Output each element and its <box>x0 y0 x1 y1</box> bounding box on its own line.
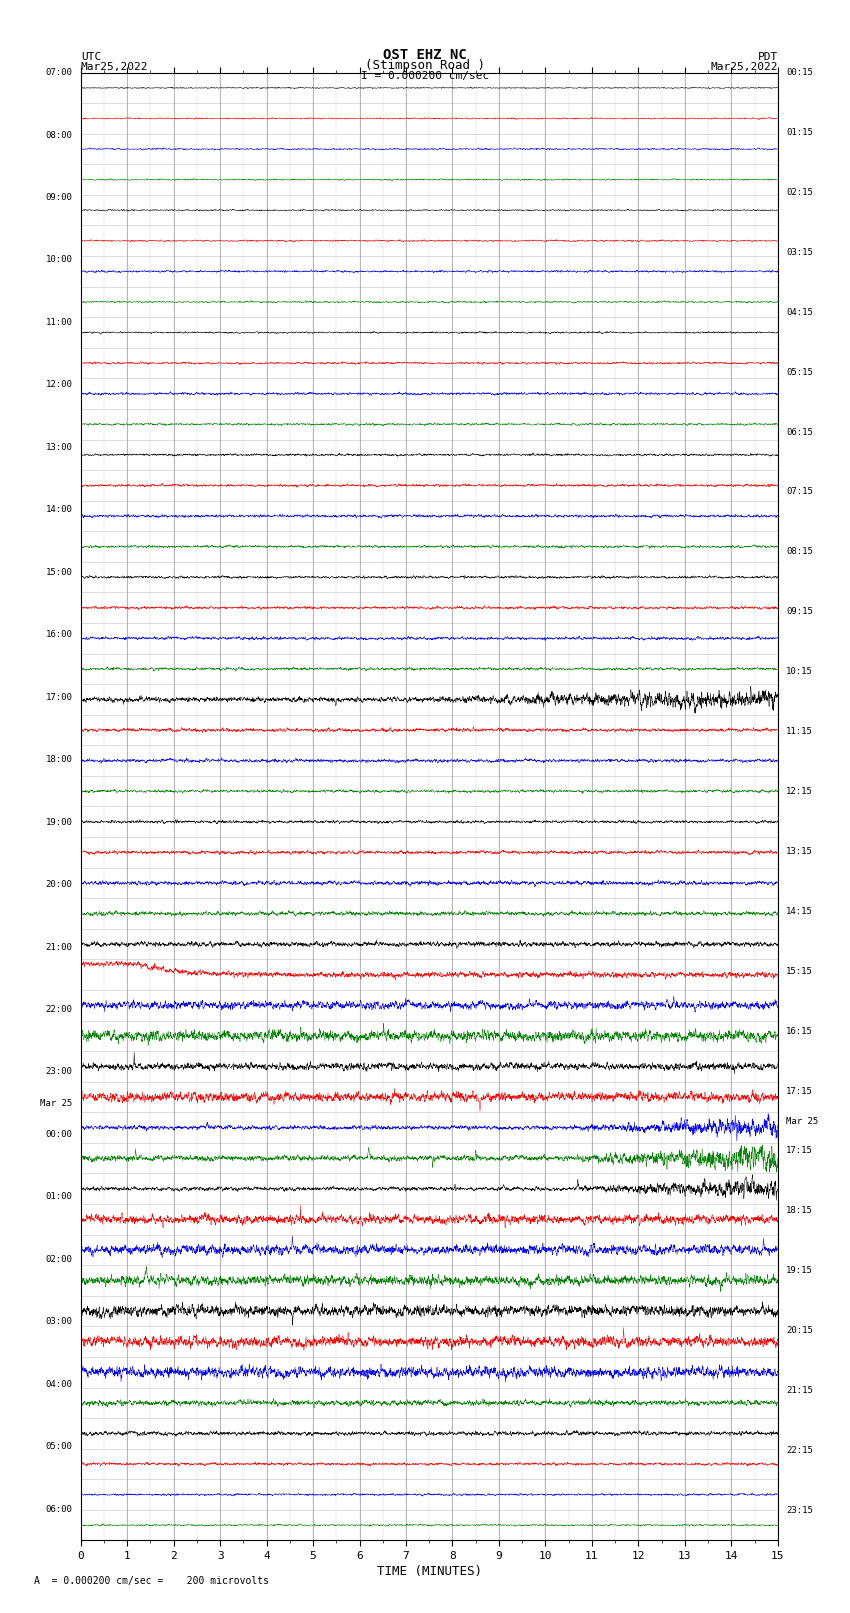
Text: 06:15: 06:15 <box>786 427 813 437</box>
Text: 08:15: 08:15 <box>786 547 813 556</box>
Text: 07:00: 07:00 <box>46 68 72 77</box>
Text: 05:00: 05:00 <box>46 1442 72 1452</box>
Text: OST EHZ NC: OST EHZ NC <box>383 48 467 63</box>
Text: 12:00: 12:00 <box>46 381 72 389</box>
Text: 14:00: 14:00 <box>46 505 72 515</box>
Text: 18:15: 18:15 <box>786 1207 813 1216</box>
Text: 15:00: 15:00 <box>46 568 72 577</box>
Text: 22:15: 22:15 <box>786 1445 813 1455</box>
Text: 02:15: 02:15 <box>786 187 813 197</box>
Text: 11:15: 11:15 <box>786 727 813 736</box>
Text: 04:00: 04:00 <box>46 1379 72 1389</box>
Text: 03:00: 03:00 <box>46 1318 72 1326</box>
Text: 00:15: 00:15 <box>786 68 813 77</box>
Text: 01:00: 01:00 <box>46 1192 72 1202</box>
Text: 16:00: 16:00 <box>46 631 72 639</box>
Text: Mar 25: Mar 25 <box>786 1116 819 1126</box>
Text: UTC: UTC <box>81 52 101 63</box>
Text: 17:15: 17:15 <box>786 1147 813 1155</box>
Text: Mar25,2022: Mar25,2022 <box>81 61 148 71</box>
Text: 09:15: 09:15 <box>786 606 813 616</box>
Text: 13:00: 13:00 <box>46 444 72 452</box>
Text: Mar25,2022: Mar25,2022 <box>711 61 778 71</box>
Text: PDT: PDT <box>757 52 778 63</box>
Text: 11:00: 11:00 <box>46 318 72 327</box>
Text: 14:15: 14:15 <box>786 907 813 916</box>
Text: 19:00: 19:00 <box>46 818 72 826</box>
Text: 21:00: 21:00 <box>46 942 72 952</box>
Text: 03:15: 03:15 <box>786 248 813 256</box>
Text: 21:15: 21:15 <box>786 1386 813 1395</box>
Text: 19:15: 19:15 <box>786 1266 813 1276</box>
Text: 09:00: 09:00 <box>46 194 72 202</box>
Text: 16:15: 16:15 <box>786 1026 813 1036</box>
Text: I = 0.000200 cm/sec: I = 0.000200 cm/sec <box>361 71 489 82</box>
Text: 23:00: 23:00 <box>46 1068 72 1076</box>
Text: 20:00: 20:00 <box>46 881 72 889</box>
Text: 07:15: 07:15 <box>786 487 813 497</box>
Text: 04:15: 04:15 <box>786 308 813 316</box>
Text: 08:00: 08:00 <box>46 131 72 140</box>
Text: 05:15: 05:15 <box>786 368 813 377</box>
Text: 10:00: 10:00 <box>46 255 72 265</box>
Text: 12:15: 12:15 <box>786 787 813 797</box>
Text: 17:00: 17:00 <box>46 692 72 702</box>
Text: A  = 0.000200 cm/sec =    200 microvolts: A = 0.000200 cm/sec = 200 microvolts <box>34 1576 269 1586</box>
Text: 13:15: 13:15 <box>786 847 813 857</box>
Text: 02:00: 02:00 <box>46 1255 72 1265</box>
Text: 10:15: 10:15 <box>786 668 813 676</box>
X-axis label: TIME (MINUTES): TIME (MINUTES) <box>377 1565 482 1578</box>
Text: 18:00: 18:00 <box>46 755 72 765</box>
Text: 00:00: 00:00 <box>46 1131 72 1139</box>
Text: 23:15: 23:15 <box>786 1507 813 1515</box>
Text: (Stimpson Road ): (Stimpson Road ) <box>365 58 485 71</box>
Text: 15:15: 15:15 <box>786 966 813 976</box>
Text: 01:15: 01:15 <box>786 127 813 137</box>
Text: 06:00: 06:00 <box>46 1505 72 1513</box>
Text: 22:00: 22:00 <box>46 1005 72 1015</box>
Text: 17:15: 17:15 <box>786 1087 813 1095</box>
Text: 20:15: 20:15 <box>786 1326 813 1336</box>
Text: Mar 25: Mar 25 <box>40 1098 72 1108</box>
